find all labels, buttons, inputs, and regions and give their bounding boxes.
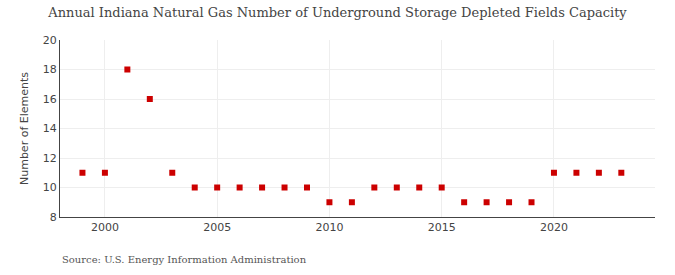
svg-text:8: 8 (50, 211, 57, 224)
svg-text:18: 18 (43, 63, 57, 76)
svg-text:16: 16 (43, 93, 57, 106)
svg-text:12: 12 (43, 152, 57, 165)
svg-text:Source: U.S. Energy Informatio: Source: U.S. Energy Information Administ… (62, 254, 307, 265)
svg-text:2015: 2015 (428, 221, 456, 234)
svg-text:Number of Elements: Number of Elements (18, 72, 31, 185)
svg-text:10: 10 (43, 181, 57, 194)
svg-text:20: 20 (43, 34, 57, 47)
svg-text:14: 14 (43, 122, 57, 135)
svg-text:Annual Indiana Natural Gas Num: Annual Indiana Natural Gas Number of Und… (47, 5, 627, 20)
svg-text:2005: 2005 (203, 221, 231, 234)
svg-text:2010: 2010 (315, 221, 343, 234)
svg-text:2020: 2020 (540, 221, 568, 234)
svg-text:2000: 2000 (91, 221, 119, 234)
